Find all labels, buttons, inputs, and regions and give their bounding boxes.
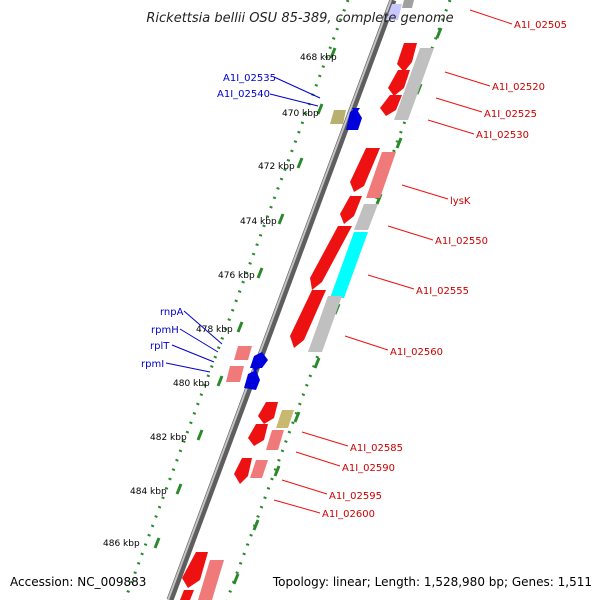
gene-a1i-02595-pale[interactable] (250, 460, 268, 478)
gene-lysk-feature[interactable] (350, 148, 380, 192)
gene-a1i-02560-pseudo[interactable] (308, 296, 342, 352)
gene-rna-small[interactable] (352, 108, 360, 114)
gene-a1i-02560-feature[interactable] (290, 290, 326, 348)
gene-a1i-02535-feature[interactable] (330, 110, 346, 124)
gene-label-a1i-02555[interactable]: A1I_02555 (416, 286, 469, 297)
gene-label-rnpa[interactable]: rnpA (160, 307, 184, 318)
label-leader-lines-left (165, 76, 321, 373)
scale-tick-label: 472 kbp (258, 162, 295, 172)
scale-tick-label: 474 kbp (240, 217, 277, 227)
gene-label-a1i-02600[interactable]: A1I_02600 (322, 509, 375, 520)
gene-bottom-red2[interactable] (180, 590, 194, 600)
gene-rplt-feature[interactable] (226, 366, 244, 382)
gene-a1i-02590-pale[interactable] (266, 430, 284, 450)
gene-a1i-02520-pseudo[interactable] (394, 48, 434, 120)
gene-rpmi-feature[interactable] (244, 370, 260, 390)
gene-a1i-02555-cyan[interactable] (330, 232, 368, 298)
gene-label-a1i-02525[interactable]: A1I_02525 (484, 109, 537, 120)
gene-a1i-02590-feature[interactable] (248, 424, 268, 446)
gene-a1i-02550-feature[interactable] (340, 196, 362, 224)
gene-a1i-02550-pseudo[interactable] (354, 204, 378, 230)
scale-tick-label: 486 kbp (103, 539, 140, 549)
scale-tick-label: 482 kbp (150, 433, 187, 443)
gene-labels-left: A1I_02535 A1I_02540 rnpA rpmH rplT rpmI (141, 73, 276, 370)
gene-labels-right: A1I_02505 A1I_02520 A1I_02525 A1I_02530 … (322, 20, 567, 520)
gene-label-a1i-02585[interactable]: A1I_02585 (350, 443, 403, 454)
gene-a1i-02520-feature[interactable] (397, 43, 417, 72)
gene-a1i-02530-feature[interactable] (380, 95, 402, 116)
gene-a1i-02595-feature[interactable] (234, 458, 252, 484)
gene-label-a1i-02560[interactable]: A1I_02560 (390, 347, 443, 358)
gene-label-a1i-02540[interactable]: A1I_02540 (217, 89, 270, 100)
gene-rna-extra[interactable] (252, 364, 262, 372)
gene-bottom-pale[interactable] (198, 560, 224, 600)
gene-a1i-02585-feature[interactable] (258, 402, 278, 424)
gene-label-a1i-02550[interactable]: A1I_02550 (435, 236, 488, 247)
gene-label-a1i-02535[interactable]: A1I_02535 (223, 73, 276, 84)
gene-rnpa-feature[interactable] (234, 346, 252, 360)
gene-label-a1i-02505[interactable]: A1I_02505 (514, 20, 567, 31)
accession-text: Accession: NC_009883 (10, 575, 146, 589)
gene-grey-top[interactable] (402, 0, 414, 8)
scale-tick-labels: 468 kbp 470 kbp 472 kbp 474 kbp 476 kbp … (103, 53, 337, 549)
gene-a1i-02540-feature[interactable] (346, 108, 362, 130)
genome-summary-text: Topology: linear; Length: 1,528,980 bp; … (272, 575, 592, 589)
gene-lysk-pale[interactable] (366, 152, 396, 198)
gene-a1i-02525-feature[interactable] (388, 70, 410, 96)
scale-tick-label: 478 kbp (196, 325, 233, 335)
scale-tick-label: 480 kbp (173, 379, 210, 389)
gene-label-a1i-02595[interactable]: A1I_02595 (329, 491, 382, 502)
gene-label-rplt[interactable]: rplT (150, 341, 170, 352)
map-title: Rickettsia bellii OSU 85-389, complete g… (146, 11, 453, 26)
gene-bottom-red[interactable] (182, 552, 208, 588)
scale-tick-label: 468 kbp (300, 53, 337, 63)
gene-label-rpmh[interactable]: rpmH (151, 325, 179, 336)
gene-rpmh-feature[interactable] (250, 352, 268, 368)
gene-label-a1i-02530[interactable]: A1I_02530 (476, 130, 529, 141)
gene-features (180, 0, 434, 600)
label-leader-lines-right (273, 9, 513, 514)
scale-tick-label: 470 kbp (282, 109, 319, 119)
gene-label-a1i-02520[interactable]: A1I_02520 (492, 82, 545, 93)
gene-label-lysk[interactable]: lysK (450, 196, 471, 207)
gene-a1i-02585-olive[interactable] (276, 410, 294, 428)
scale-tick-label: 484 kbp (130, 487, 167, 497)
gene-a1i-02505-feature[interactable] (386, 4, 402, 20)
gene-label-a1i-02590[interactable]: A1I_02590 (342, 463, 395, 474)
genome-backbone (166, 0, 397, 600)
gene-label-rpmi[interactable]: rpmI (141, 359, 164, 370)
gene-a1i-02555-feature[interactable] (310, 226, 352, 290)
scale-tick-label: 476 kbp (218, 271, 255, 281)
